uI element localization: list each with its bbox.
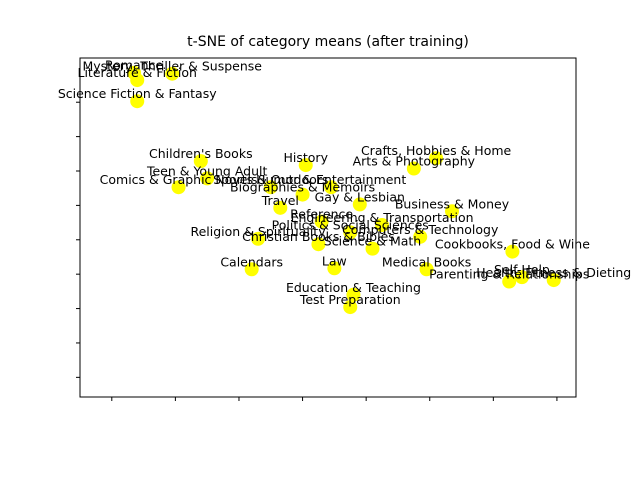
point-label: Romance (105, 58, 163, 73)
point-label: Politics & Social Sciences (272, 217, 429, 232)
point-label: Sports & Outdoors (213, 172, 328, 187)
point-label: Law (322, 253, 347, 268)
point-label: Science Fiction & Fantasy (58, 86, 217, 101)
point-label: Medical Books (382, 254, 471, 269)
point-label: Gay & Lesbian (315, 189, 405, 204)
point-label: Literature & Fiction (77, 65, 196, 80)
point-label: Science & Math (324, 234, 421, 249)
point-label: Children's Books (149, 146, 253, 161)
scatter-point (406, 161, 421, 176)
point-label: Self-Help (494, 262, 550, 277)
scatter-point (295, 187, 310, 202)
point-label: Parenting & Relationships (429, 267, 589, 282)
scatter-point (505, 244, 520, 259)
point-label: Calendars (220, 254, 283, 269)
point-label: Reference (290, 207, 353, 222)
chart-title: t-SNE of category means (after training) (187, 34, 469, 50)
scatter-point (346, 287, 361, 302)
scatter-point (171, 180, 186, 195)
point-label: Test Preparation (299, 292, 401, 307)
point-label: Comics & Graphic Novels (100, 172, 258, 187)
scatter-point (130, 73, 145, 88)
point-label: Travel (261, 193, 299, 208)
point-label: Education & Teaching (286, 280, 421, 295)
scatter-point (298, 158, 313, 173)
scatter-point (419, 262, 434, 277)
scatter-point (263, 180, 278, 195)
point-label: Engineering & Transportation (291, 210, 474, 225)
scatter-point (244, 262, 259, 277)
scatter-point (365, 241, 380, 256)
scatter-point (514, 270, 529, 285)
scatter-point (130, 94, 145, 109)
scatter-point (314, 214, 329, 229)
scatter-point (343, 225, 358, 240)
scatter-point (375, 218, 390, 233)
scatter-point (311, 237, 326, 252)
point-label: Teen & Young Adult (146, 163, 268, 178)
point-label: Health, Fitness & Dieting (476, 265, 631, 280)
scatter-point (200, 171, 215, 186)
scatter-point (352, 197, 367, 212)
point-label: Humor & Entertainment (256, 172, 406, 187)
point-label: Cookbooks, Food & Wine (435, 237, 590, 252)
point-label: Religion & Spirituality (190, 224, 326, 239)
scatter-point (502, 274, 517, 289)
scatter-point (343, 300, 358, 315)
scatter-point (327, 261, 342, 276)
point-label: Biographies & Memoirs (230, 180, 375, 195)
point-label: Crafts, Hobbies & Home (361, 143, 512, 158)
scatter-point (429, 151, 444, 166)
point-label: Computers & Technology (342, 222, 499, 237)
point-label: Mystery, Thriller & Suspense (82, 59, 262, 74)
plot-frame (79, 57, 577, 398)
point-label: Business & Money (395, 196, 510, 211)
point-label: History (284, 150, 329, 165)
axis-ticks (76, 101, 558, 401)
scatter-points (127, 65, 561, 315)
point-label: Christian Books & Bibles (242, 229, 395, 244)
scatter-point (413, 229, 428, 244)
point-label: Arts & Photography (353, 154, 476, 169)
scatter-point (193, 154, 208, 169)
scatter-point (546, 273, 561, 288)
scatter-point (251, 231, 266, 246)
scatter-point (273, 200, 288, 215)
scatter-point (324, 180, 339, 195)
scatter-point (445, 204, 459, 219)
scatter-point (165, 66, 180, 81)
